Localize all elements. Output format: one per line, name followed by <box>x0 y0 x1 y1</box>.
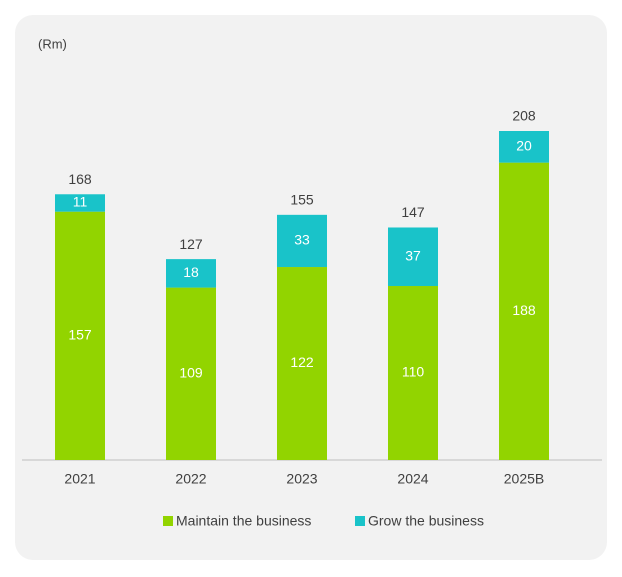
x-tick-label: 2021 <box>64 471 95 487</box>
legend-label: Grow the business <box>368 513 484 529</box>
data-label: 157 <box>68 327 92 343</box>
data-label: 33 <box>294 232 310 248</box>
legend-swatch <box>355 516 365 526</box>
data-label: 109 <box>179 364 203 380</box>
data-label: 11 <box>73 194 88 210</box>
bar-segment <box>277 214 327 268</box>
total-label: 155 <box>290 192 314 208</box>
data-label: 18 <box>183 264 199 280</box>
data-label: 37 <box>405 247 421 263</box>
data-label: 110 <box>402 364 425 380</box>
unit-label: (Rm) <box>38 36 67 51</box>
total-label: 208 <box>512 108 536 124</box>
x-tick-label: 2023 <box>286 471 317 487</box>
data-label: 188 <box>512 302 536 318</box>
legend-swatch <box>163 516 173 526</box>
data-label: 20 <box>516 138 532 154</box>
bar-segment <box>388 227 438 287</box>
legend-label: Maintain the business <box>176 513 311 529</box>
bar-segment <box>277 267 327 460</box>
bar-segment <box>499 162 549 460</box>
total-label: 127 <box>179 236 203 252</box>
x-tick-label: 2025B <box>504 471 544 487</box>
bar-segment <box>55 211 105 460</box>
data-label: 122 <box>290 354 314 370</box>
total-label: 168 <box>68 171 92 187</box>
bar-segment <box>388 286 438 460</box>
bar-segment <box>166 287 216 460</box>
x-tick-label: 2024 <box>397 471 428 487</box>
bar-segment <box>166 259 216 288</box>
bar-segment <box>55 194 105 212</box>
x-tick-label: 2022 <box>175 471 206 487</box>
bar-segment <box>499 131 549 163</box>
total-label: 147 <box>401 204 425 220</box>
